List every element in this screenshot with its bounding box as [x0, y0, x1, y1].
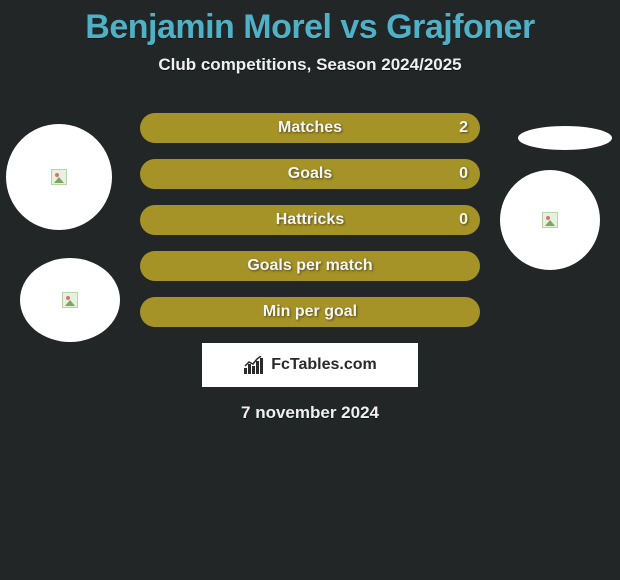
stat-label: Goals — [288, 165, 332, 183]
stat-row: Goals per match — [140, 251, 480, 281]
image-placeholder-icon — [542, 212, 558, 228]
stat-row: Hattricks 0 — [140, 205, 480, 235]
stat-label: Goals per match — [247, 257, 372, 275]
page-title: Benjamin Morel vs Grajfoner — [0, 0, 620, 47]
player-left-avatar-2 — [20, 258, 120, 342]
stat-value: 2 — [459, 119, 468, 137]
stat-label: Hattricks — [276, 211, 344, 229]
fctables-logo: FcTables.com — [202, 343, 418, 387]
image-placeholder-icon — [62, 292, 78, 308]
player-right-shape-1 — [518, 126, 612, 150]
stat-value: 0 — [459, 211, 468, 229]
player-right-avatar-1 — [500, 170, 600, 270]
stats-container: Matches 2 Goals 0 Hattricks 0 Goals per … — [140, 113, 480, 327]
stat-row: Goals 0 — [140, 159, 480, 189]
stat-row: Min per goal — [140, 297, 480, 327]
stat-label: Matches — [278, 119, 342, 137]
stat-row: Matches 2 — [140, 113, 480, 143]
logo-text: FcTables.com — [271, 356, 377, 374]
image-placeholder-icon — [51, 169, 67, 185]
stat-label: Min per goal — [263, 303, 357, 321]
stat-value: 0 — [459, 165, 468, 183]
subtitle: Club competitions, Season 2024/2025 — [0, 55, 620, 75]
date-text: 7 november 2024 — [0, 403, 620, 423]
player-left-avatar-1 — [6, 124, 112, 230]
chart-icon — [243, 356, 265, 374]
